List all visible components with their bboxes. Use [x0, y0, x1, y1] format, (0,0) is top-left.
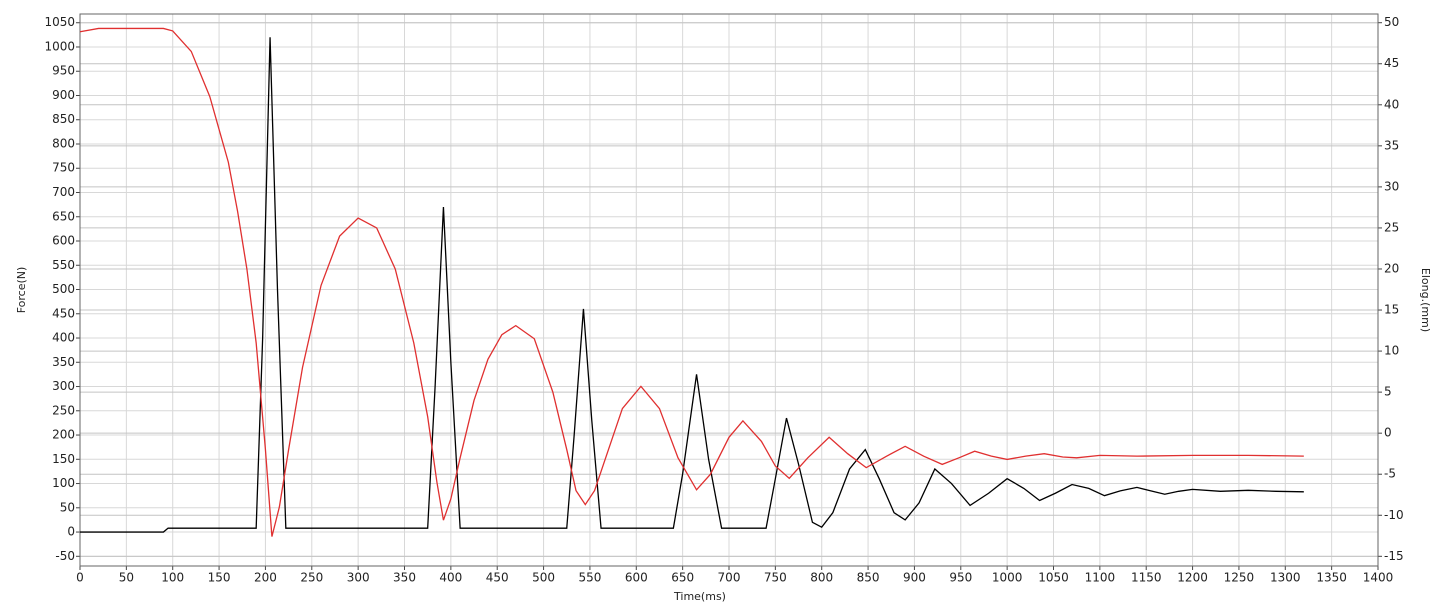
x-axis-label: Time(ms): [673, 590, 726, 603]
x-tick-label: 400: [439, 571, 462, 585]
y-tick-label: 1050: [44, 15, 75, 29]
y-tick-label: 950: [52, 64, 75, 78]
y2-tick-label: 50: [1384, 15, 1399, 29]
y-tick-label: 900: [52, 88, 75, 102]
y2-tick-label: 40: [1384, 97, 1399, 111]
y2-tick-label: 0: [1384, 426, 1392, 440]
y2-tick-label: -5: [1384, 467, 1396, 481]
y-tick-label: 100: [52, 476, 75, 490]
y-tick-label: 600: [52, 234, 75, 248]
y2-tick-label: 5: [1384, 385, 1392, 399]
x-tick-label: 850: [857, 571, 880, 585]
y-tick-label: 50: [60, 500, 75, 514]
y-tick-label: 150: [52, 452, 75, 466]
x-tick-label: 1150: [1131, 571, 1162, 585]
y2-tick-label: -10: [1384, 508, 1404, 522]
y2-tick-label: -15: [1384, 549, 1404, 563]
data-line: [80, 37, 1304, 533]
y-tick-label: 800: [52, 136, 75, 150]
y-tick-label: 650: [52, 209, 75, 223]
y-axis-label: Force(N): [15, 267, 28, 314]
x-tick-label: 900: [903, 571, 926, 585]
x-tick-label: 1300: [1270, 571, 1301, 585]
x-tick-label: 950: [949, 571, 972, 585]
y-tick-label: 550: [52, 258, 75, 272]
x-tick-label: 1250: [1224, 571, 1255, 585]
x-tick-label: 150: [208, 571, 231, 585]
x-tick-label: 1400: [1363, 571, 1394, 585]
x-tick-label: 550: [578, 571, 601, 585]
x-tick-label: 100: [161, 571, 184, 585]
x-tick-label: 1200: [1177, 571, 1208, 585]
y-tick-label: 200: [52, 428, 75, 442]
y2-tick-label: 20: [1384, 261, 1399, 275]
x-tick-label: 0: [76, 571, 84, 585]
y-tick-label: 1000: [44, 39, 75, 53]
y2-tick-label: 15: [1384, 303, 1399, 317]
y2-tick-label: 45: [1384, 56, 1399, 70]
y-tick-label: 450: [52, 306, 75, 320]
y-tick-label: 300: [52, 379, 75, 393]
x-tick-label: 650: [671, 571, 694, 585]
plot-border: [79, 13, 1379, 567]
x-tick-label: 1100: [1085, 571, 1116, 585]
y-tick-label: -50: [55, 549, 75, 563]
y-tick-label: 350: [52, 355, 75, 369]
y-tick-label: 400: [52, 331, 75, 345]
x-tick-label: 600: [625, 571, 648, 585]
x-tick-label: 800: [810, 571, 833, 585]
x-tick-label: 200: [254, 571, 277, 585]
x-tick-label: 1350: [1316, 571, 1347, 585]
y-tick-label: 750: [52, 161, 75, 175]
y2-tick-label: 30: [1384, 179, 1399, 193]
y2-axis-label: Elong.(mm): [1419, 268, 1432, 332]
x-tick-label: 1050: [1038, 571, 1069, 585]
y2-tick-label: 25: [1384, 220, 1399, 234]
x-tick-label: 300: [347, 571, 370, 585]
x-tick-label: 50: [119, 571, 134, 585]
y-tick-label: 500: [52, 282, 75, 296]
x-tick-label: 750: [764, 571, 787, 585]
y-tick-label: 850: [52, 112, 75, 126]
data-line: [79, 27, 1304, 537]
x-tick-label: 450: [486, 571, 509, 585]
y-tick-label: 700: [52, 185, 75, 199]
y2-tick-label: 35: [1384, 138, 1399, 152]
x-tick-label: 700: [718, 571, 741, 585]
y-tick-label: 250: [52, 403, 75, 417]
y2-tick-label: 10: [1384, 344, 1399, 358]
x-tick-label: 250: [300, 571, 323, 585]
y-tick-label: 0: [67, 525, 75, 539]
x-tick-label: 1000: [992, 571, 1023, 585]
x-tick-label: 350: [393, 571, 416, 585]
x-tick-label: 500: [532, 571, 555, 585]
